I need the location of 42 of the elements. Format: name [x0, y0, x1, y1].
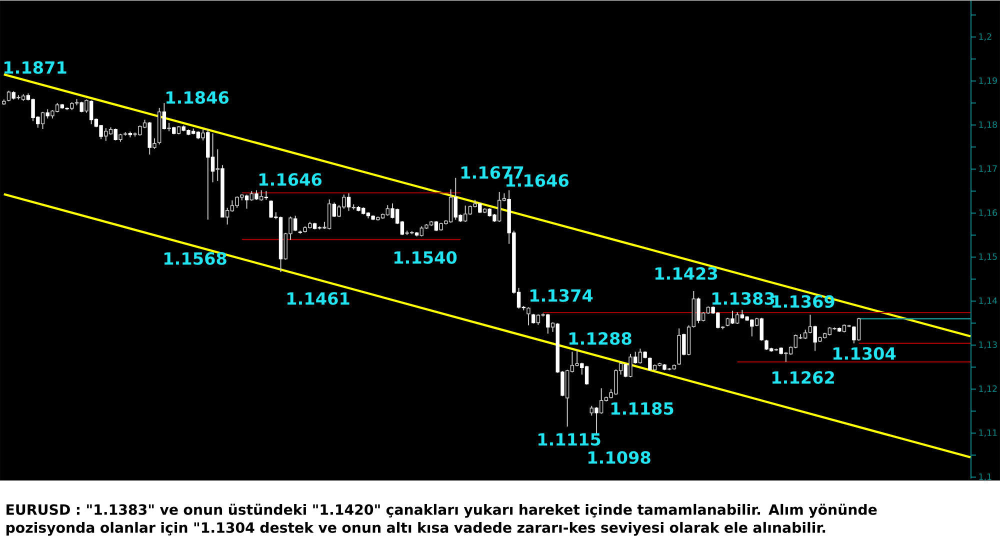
y-tick-label: 1,2 — [979, 33, 992, 41]
text: EURUSD : "1.1383" ve onun üstündeki "1.1420" çanakları yukarı hareket içinde tamamlanabilir. Alım yönünde pozisyonda olanlar için "1.1304 destek ve onun altı kısa vadede zararı-kes seviyesi olarak ele alınabilir. — [6, 504, 877, 536]
annotation: 1.1115 — [538, 433, 600, 446]
candlestick — [550, 322, 555, 332]
candlestick — [736, 311, 740, 324]
y-tick-label: 1,16 — [979, 209, 997, 217]
y-tick-label: 1,18 — [979, 121, 997, 129]
y-tick-label: 1,14 — [979, 297, 998, 305]
annotation: 1.1288 — [569, 332, 632, 345]
candlestick — [259, 189, 264, 202]
y-tick-label: 1,11 — [979, 429, 997, 437]
y-tick-label: 1,13 — [979, 341, 997, 349]
annotation: 1.1185 — [611, 402, 674, 415]
annotation: 1.1304 — [833, 346, 896, 360]
candlestick — [201, 128, 205, 141]
candlestick — [628, 353, 632, 378]
candlestick — [40, 111, 45, 130]
annotation: 1.1383 — [712, 292, 774, 305]
annotation: 1.1540 — [394, 250, 457, 264]
candlestick — [84, 98, 88, 113]
candlestick — [590, 405, 594, 416]
annotation: 1.1374 — [530, 288, 593, 302]
annotation: 1.1871 — [4, 60, 66, 74]
candlestick — [250, 190, 254, 202]
annotation: 1.1098 — [588, 450, 650, 464]
annotation: 1.1646 — [259, 172, 322, 186]
candlestick — [638, 348, 642, 364]
annotation: 1.1262 — [772, 370, 834, 384]
y-tick-label: 1,12 — [979, 385, 997, 393]
candlestick — [856, 317, 861, 341]
y-tick-label: 1,19 — [979, 77, 997, 85]
y-tick-label: 1,17 — [979, 165, 997, 172]
annotation: 1.1461 — [287, 292, 350, 305]
annotation: 1.1846 — [166, 90, 229, 104]
candlestick — [216, 148, 220, 182]
candlestick — [526, 306, 530, 326]
annotation: 1.1568 — [164, 252, 226, 265]
y-tick-label: 1,1 — [979, 473, 992, 481]
candlestick — [6, 90, 11, 102]
y-tick-label: 1,15 — [979, 253, 997, 261]
candlestick — [152, 138, 156, 150]
annotation: 1.1423 — [655, 266, 718, 280]
